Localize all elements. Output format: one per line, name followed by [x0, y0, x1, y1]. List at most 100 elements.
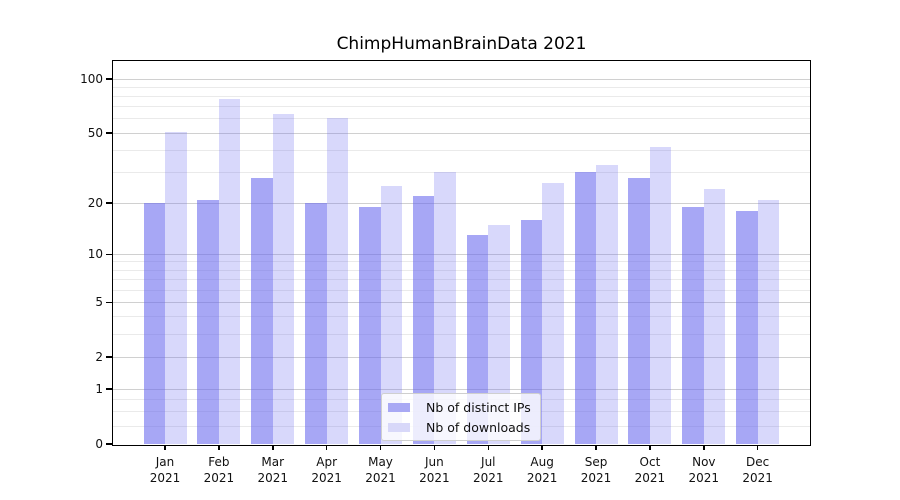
x-tick-mark	[164, 445, 166, 450]
x-tick-month: Jun	[425, 455, 444, 469]
x-tick-mark	[595, 445, 597, 450]
x-tick-label: Feb 2021	[204, 454, 235, 486]
y-tick-mark	[106, 356, 112, 358]
bar-downloads	[488, 224, 510, 444]
chart-title: ChimpHumanBrainData 2021	[336, 34, 587, 54]
y-gridline-minor	[113, 279, 810, 281]
y-tick-mark	[106, 388, 112, 390]
x-tick-mark	[433, 445, 436, 450]
bar-downloads	[218, 99, 241, 444]
legend-label: Nb of distinct IPs	[426, 399, 531, 415]
bar-distinct-ips	[520, 219, 543, 444]
bar-distinct-ips	[628, 177, 650, 444]
y-gridline-major	[113, 202, 810, 204]
y-gridline-minor	[113, 118, 810, 120]
y-gridline-minor	[113, 149, 810, 151]
bar-distinct-ips	[305, 203, 327, 444]
bar-distinct-ips	[466, 235, 489, 444]
x-tick-label: Jul 2021	[473, 454, 504, 486]
x-tick-month: Sep	[584, 455, 608, 469]
y-tick-label: 20	[87, 196, 103, 211]
x-tick-year: 2021	[580, 471, 612, 486]
y-gridline-minor	[113, 106, 810, 108]
bar-downloads	[380, 186, 403, 444]
y-tick-mark	[106, 202, 112, 204]
y-gridline-major	[113, 78, 810, 80]
y-tick-label: 2	[95, 350, 103, 365]
x-tick-label: Oct 2021	[635, 454, 666, 486]
y-tick-label: 0	[95, 437, 103, 451]
y-gridline-minor	[113, 171, 810, 173]
y-gridline-major	[113, 388, 810, 390]
y-gridline-minor	[113, 86, 810, 88]
x-tick-month: Mar	[261, 455, 285, 469]
x-tick-label: Nov 2021	[689, 454, 720, 486]
y-tick-mark	[106, 132, 112, 134]
y-gridline-major	[113, 301, 810, 303]
x-tick-year: 2021	[311, 471, 342, 486]
bar-downloads	[596, 165, 618, 444]
bar-downloads	[649, 146, 672, 444]
x-tick-month: Dec	[746, 455, 770, 469]
y-tick-label: 50	[87, 126, 103, 141]
x-tick-month: Apr	[316, 455, 338, 469]
x-tick-label: Sep 2021	[581, 454, 612, 486]
x-tick-label: Apr 2021	[311, 454, 342, 486]
x-tick-mark	[487, 445, 490, 450]
x-tick-label: Dec 2021	[742, 454, 773, 486]
plot-area: 0 1 2 5 10 20 50 100 Jan 2021 Feb 2021 Mar 2021 Apr 202…	[80, 60, 811, 485]
x-tick-month: May	[368, 455, 393, 469]
x-tick-month: Nov	[692, 455, 716, 469]
y-tick-mark	[106, 301, 112, 304]
x-tick-year: 2021	[203, 471, 235, 486]
x-tick-mark	[756, 445, 759, 450]
y-gridline-major	[113, 356, 810, 358]
x-tick-month: Jan	[155, 455, 175, 469]
y-tick-label: 5	[95, 295, 103, 310]
legend-item-distinct-ips: Nb of distinct IPs	[388, 399, 531, 415]
x-tick-year: 2021	[419, 471, 450, 486]
x-tick-year: 2021	[634, 471, 666, 486]
x-tick-label: Aug 2021	[527, 454, 558, 486]
x-tick-mark	[325, 445, 328, 450]
x-tick-mark	[272, 445, 274, 450]
y-gridline-minor	[113, 316, 810, 318]
y-gridline-minor	[113, 95, 810, 97]
legend: Nb of distinct IPs Nb of downloads	[381, 393, 541, 441]
y-gridline-minor	[113, 333, 810, 335]
x-tick-label: Mar 2021	[257, 454, 288, 486]
y-gridline-minor	[113, 261, 810, 263]
legend-swatch-distinct-ips	[388, 402, 410, 412]
x-tick-mark	[649, 445, 651, 450]
y-tick-label: 10	[87, 247, 103, 262]
x-tick-year: 2021	[526, 471, 558, 486]
y-gridline-major	[113, 253, 810, 255]
y-tick-mark	[106, 253, 112, 256]
x-tick-year: 2021	[688, 471, 720, 486]
bar-distinct-ips	[359, 207, 381, 444]
x-tick-label: May 2021	[365, 454, 396, 486]
legend-item-downloads: Nb of downloads	[388, 419, 531, 435]
bar-distinct-ips	[736, 211, 758, 444]
y-gridline-minor	[113, 289, 810, 291]
y-tick-label: 100	[80, 72, 103, 86]
bar-distinct-ips	[197, 199, 219, 444]
y-gridline-major	[113, 132, 810, 134]
x-tick-month: Aug	[530, 455, 554, 469]
x-tick-year: 2021	[365, 471, 396, 486]
bar-downloads	[757, 199, 780, 444]
bar-downloads	[272, 113, 295, 444]
bar-downloads	[165, 131, 187, 444]
x-tick-label: Jan 2021	[150, 454, 181, 486]
x-tick-mark	[541, 445, 543, 450]
x-tick-label: Jun 2021	[419, 454, 450, 486]
x-tick-year: 2021	[472, 471, 504, 486]
bar-downloads	[703, 189, 726, 444]
bar-distinct-ips	[574, 172, 597, 444]
x-tick-month: Oct	[639, 455, 661, 469]
bar-downloads	[434, 172, 456, 444]
x-tick-year: 2021	[257, 471, 289, 486]
bar-downloads	[326, 117, 349, 444]
y-tick-mark	[106, 443, 112, 445]
